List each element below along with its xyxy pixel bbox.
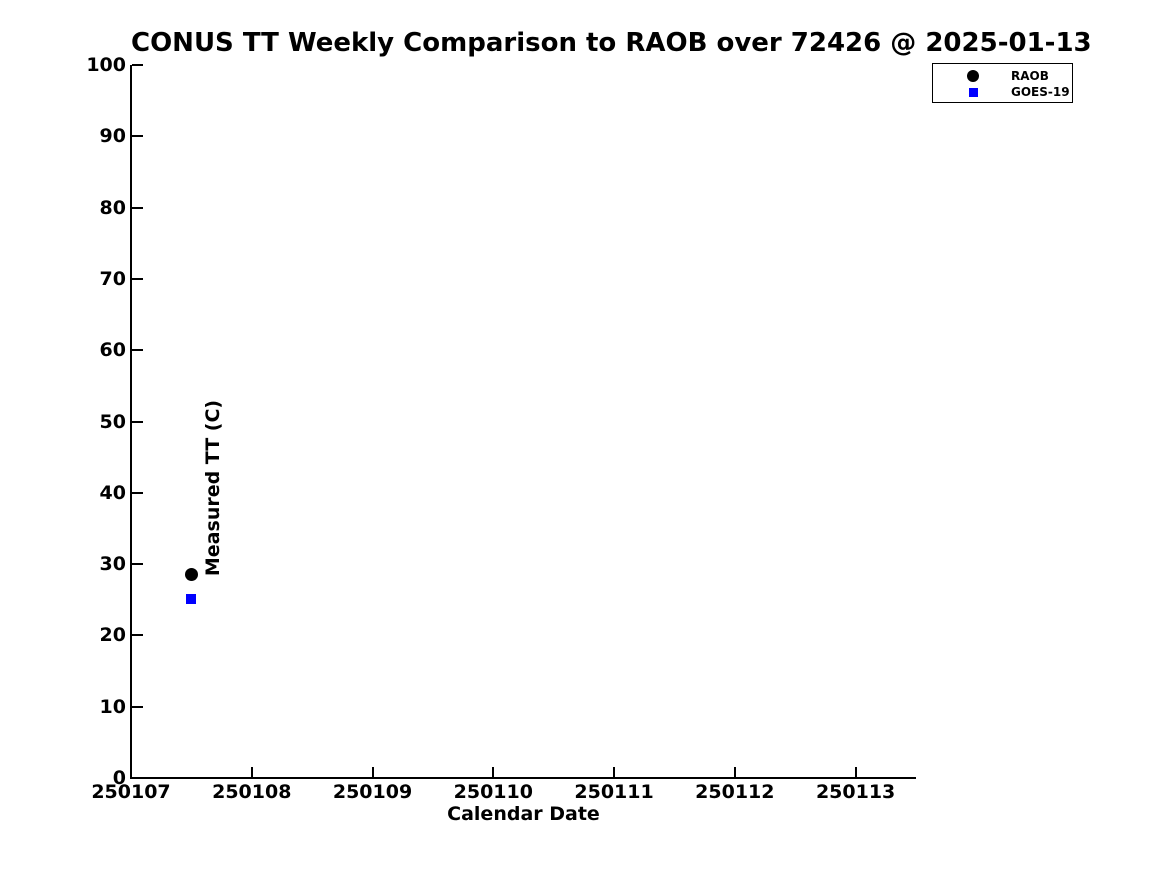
x-tick-label: 250110: [453, 781, 533, 803]
x-tick-mark: [613, 767, 616, 778]
y-tick-mark: [132, 777, 143, 779]
chart-title: CONUS TT Weekly Comparison to RAOB over …: [131, 28, 1092, 58]
y-tick-mark: [132, 420, 143, 423]
x-tick-label: 250109: [332, 781, 413, 803]
x-tick-mark: [130, 767, 132, 778]
y-tick-label: 80: [99, 196, 126, 219]
x-tick-label: 250107: [91, 781, 171, 803]
y-tick-label: 90: [99, 125, 126, 148]
x-tick-mark: [733, 767, 736, 778]
y-tick-mark: [132, 206, 143, 209]
y-tick-label: 70: [99, 267, 126, 290]
y-tick-label: 100: [86, 54, 126, 76]
x-tick-mark: [854, 767, 857, 778]
y-tick-mark: [132, 349, 143, 352]
y-tick-label: 30: [99, 553, 126, 576]
y-tick-label: 40: [99, 481, 126, 504]
y-tick-label: 0: [112, 767, 126, 789]
y-tick-label: 10: [99, 695, 126, 718]
plot-area: Measured TT (C): [130, 65, 916, 779]
y-tick-mark: [132, 563, 143, 566]
y-tick-label: 60: [99, 339, 126, 362]
data-point-raob: [184, 568, 198, 582]
data-point-goes-19: [186, 594, 197, 605]
x-tick-mark: [492, 767, 495, 778]
y-tick-label: 20: [99, 624, 126, 647]
raob-circle-marker-icon: [967, 70, 979, 82]
y-tick-mark: [132, 277, 143, 280]
y-tick-mark: [132, 705, 143, 708]
x-tick-label: 250112: [695, 781, 775, 803]
x-axis-label: Calendar Date: [447, 803, 600, 825]
x-tick-mark: [250, 767, 253, 778]
y-tick-mark: [132, 634, 143, 637]
x-tick-label: 250111: [574, 781, 654, 803]
legend-marker-cell: [933, 69, 1013, 83]
legend-label-goes-19: GOES-19: [1011, 85, 1070, 99]
y-tick-label: 50: [99, 410, 126, 433]
legend-item-raob: RAOB: [933, 69, 1072, 83]
goes-19-square-marker-icon: [968, 87, 978, 97]
legend-marker-cell: [933, 85, 1013, 99]
legend-label-raob: RAOB: [1011, 69, 1049, 83]
x-tick-mark: [371, 767, 374, 778]
legend: RAOB GOES-19: [932, 63, 1073, 103]
y-tick-mark: [132, 64, 143, 66]
y-tick-mark: [132, 491, 143, 494]
legend-item-goes-19: GOES-19: [933, 85, 1072, 99]
y-tick-mark: [132, 135, 143, 138]
x-tick-label: 250113: [815, 781, 896, 803]
y-axis-label: Measured TT (C): [202, 399, 224, 577]
x-tick-label: 250108: [212, 781, 292, 803]
